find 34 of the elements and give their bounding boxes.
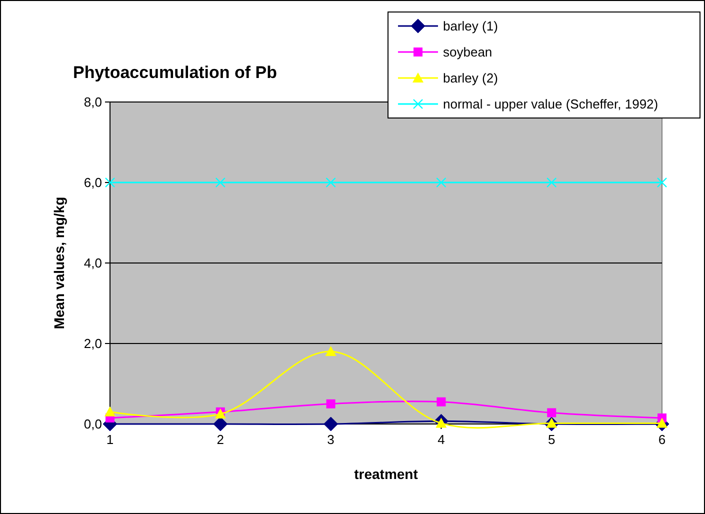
x-tick-label: 5 [548,432,556,447]
x-tick-label: 1 [106,432,114,447]
y-tick-label: 6,0 [84,175,102,190]
point [104,177,116,188]
point [546,177,557,188]
point [546,418,558,428]
legend-label: barley (1) [443,18,498,34]
point [104,406,116,416]
point [213,416,228,432]
y-tick-label: 4,0 [84,256,102,271]
point [326,399,336,408]
x-tick-label: 3 [327,432,334,447]
legend-label: normal - upper value (Scheffer, 1992) [443,96,658,112]
point [656,418,668,428]
point [436,177,446,188]
point [325,346,336,356]
y-tick-label: 2,0 [84,336,102,352]
point [324,416,338,432]
x-axis-title: treatment [354,466,418,482]
chart-title: Phytoaccumulation of Pb [73,63,278,82]
legend-label: soybean [443,44,492,60]
legend-label: barley (2) [443,70,498,86]
y-tick-label: 0,0 [84,416,102,432]
point [656,177,668,188]
point [436,397,446,406]
y-tick-label: 8,0 [84,94,102,110]
point [326,177,336,188]
x-tick-label: 4 [438,432,445,447]
x-tick-label: 2 [216,432,224,447]
x-tick-label: 6 [658,432,666,447]
y-axis-title: Mean values, mg/kg [51,196,67,330]
point [436,418,447,428]
point [547,408,556,418]
point [215,177,226,188]
